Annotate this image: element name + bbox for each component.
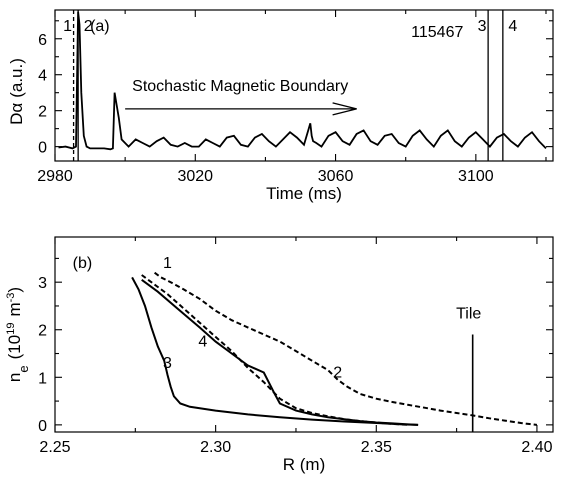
panel-b-tick-labels: 2.25 2.30 2.35 2.40 0 1 2 3 [38,275,553,456]
panel-a-y-label-main: D [7,113,26,125]
panel-b-y-label-close: ) [5,287,24,293]
panel-b-ytick-label: 1 [38,370,47,387]
panel-b-frame [54,236,554,433]
panel-a-ytick-label: 2 [38,104,47,121]
panel-b-xtick-label: 2.30 [200,439,231,456]
time-marker-label-1: 1 [63,18,72,35]
time-marker-label-4: 4 [508,18,517,35]
panel-a-ytick-label: 4 [38,68,47,85]
time-marker-label-2: 2 [84,18,93,35]
profile-label-2: 2 [333,364,342,381]
panel-b-y-label-exp1: 19 [5,323,17,335]
panel-b-profile-labels: 1 2 3 4 [163,255,342,381]
panel-b-density-profiles: 2.25 2.30 2.35 2.40 0 1 2 3 1 2 3 4 Tile (b) R (m)… [5,236,554,474]
panel-a-xtick-label: 2980 [37,168,73,185]
panel-a-xtick-label: 3020 [177,168,213,185]
panel-b-ytick-label: 0 [38,418,47,435]
panel-a-tick-labels: 2980 3020 3060 3100 0 2 4 6 [37,32,494,185]
panel-b-y-label-exp2: -3 [5,293,17,303]
panel-b-y-axis-label: ne (1019 m-3) [5,287,31,382]
panel-b-ticks [54,237,553,432]
panel-b-y-label-main: n [5,373,24,382]
panel-a-label: (a) [90,18,110,35]
panel-b-xtick-label: 2.25 [39,439,70,456]
panel-a-ticks [54,10,553,161]
profile-line-3 [131,276,419,426]
profile-line-2 [141,274,409,426]
stochastic-boundary-label: Stochastic Magnetic Boundary [132,78,348,95]
profile-label-3: 3 [163,355,172,372]
panel-b-ytick-label: 2 [38,323,47,340]
panel-a-y-label-sub: α [7,103,26,113]
panel-b-x-axis-label: R (m) [283,455,325,474]
panel-b-xtick-label: 2.35 [361,439,392,456]
panel-a-frame [54,9,554,162]
tile-label: Tile [456,306,481,323]
panel-a-y-label-unit: (a.u.) [7,58,26,98]
profile-line-4 [141,278,419,426]
annotation-arrow-head [332,102,357,116]
profile-line-1 [154,271,538,426]
panel-a-xtick-label: 3060 [318,168,354,185]
profile-label-4: 4 [198,333,207,350]
panel-a-xtick-label: 3100 [458,168,494,185]
time-marker-label-3: 3 [478,18,487,35]
panel-b-y-label-unit2: m [5,302,24,316]
panel-a-ytick-label: 0 [38,140,47,157]
panel-b-y-label-unit: (10 [5,335,24,360]
panel-a-x-axis-label: Time (ms) [266,184,342,203]
panel-b-label: (b) [73,255,93,272]
panel-b-ytick-label: 3 [38,275,47,292]
panel-b-xtick-label: 2.40 [521,439,552,456]
panel-b-profiles [131,271,538,426]
shot-number: 115467 [411,24,463,41]
panel-b-y-label-sub: e [16,365,31,372]
panel-a-ytick-label: 6 [38,32,47,49]
stochastic-boundary-arrow [125,102,357,116]
panel-a-y-axis-label: Dα (a.u.) [7,58,26,125]
dalpha-trace [58,11,547,151]
profile-label-1: 1 [163,255,172,272]
